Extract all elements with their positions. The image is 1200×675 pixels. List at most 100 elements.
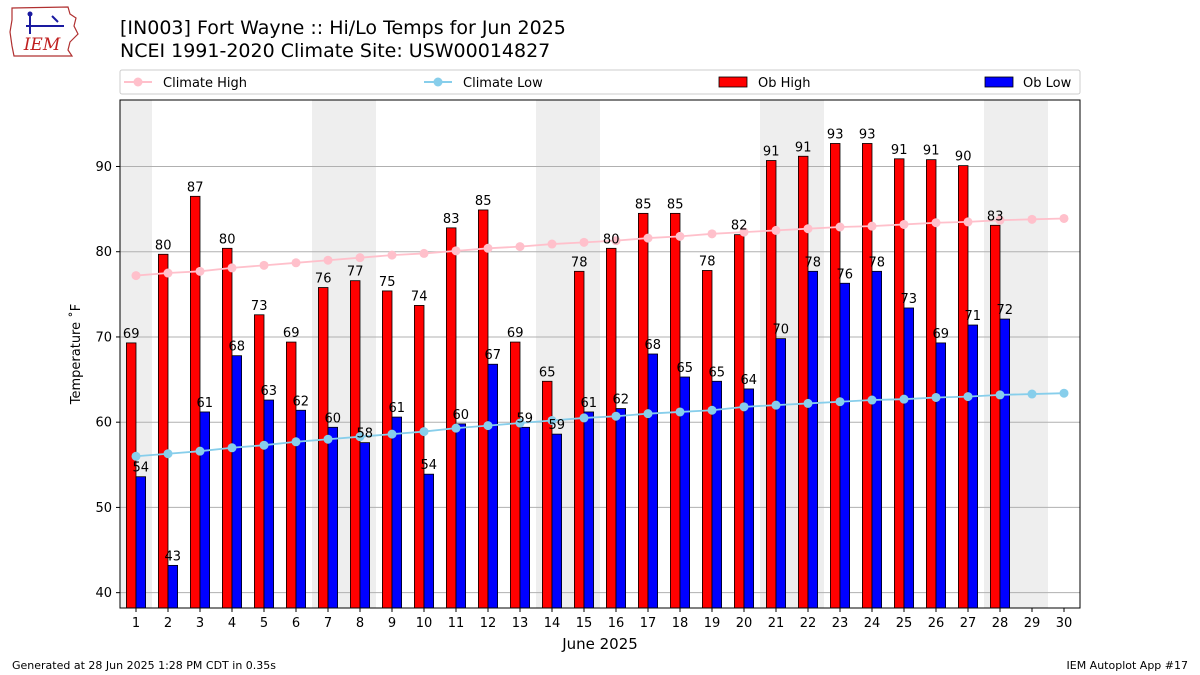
ob-high-value-label: 69 [507,326,524,341]
x-tick-label: 29 [1024,616,1041,631]
climate-low-point [675,407,685,417]
ob-low-value-label: 76 [837,267,854,282]
plot-frame [119,99,1081,609]
climate-low-point [227,443,237,453]
climate-lines [131,213,1069,461]
x-tick-label: 7 [324,616,332,631]
ob-low-bar [551,433,563,609]
ob-low-bar [167,564,179,609]
x-tick-label: 17 [640,616,657,631]
climate-low-point [547,415,557,425]
x-axis: 1 2 3 4 5 6 7 8 9 10 11 12 13 14 15 16 17 18 19 20 21 22 23 24 2… [132,608,1072,631]
ob-high-value-label: 80 [155,238,172,253]
ob-low-value-label: 61 [197,396,214,411]
climate-high-point [803,224,813,234]
x-tick-label: 13 [512,616,529,631]
ob-low-bar [135,476,147,609]
ob-high-value-label: 85 [667,197,684,212]
ob-high-bar [381,290,393,609]
bar-value-labels: 69 80 87 80 73 69 76 77 75 74 83 85 69 65 78 80 85 85 78 82… [123,127,1013,564]
y-gridlines [120,165,1080,594]
ob-low-bar [871,270,883,609]
y-tick-label: 60 [95,416,112,431]
ob-high-value-label: 76 [315,272,332,287]
ob-low-value-label: 43 [165,549,182,564]
climate-low-point [579,413,589,423]
y-axis: 40 50 60 70 80 90 [95,160,120,601]
logo-text: IEM [23,35,61,55]
temperature-bars [126,143,1011,609]
climate-high-point [419,248,429,258]
ob-high-bar [862,143,873,609]
climate-high-point [739,227,749,237]
climate-high-point [643,233,653,243]
ob-high-bar [702,270,713,609]
ob-low-bar [615,408,627,609]
climate-high-point [323,255,333,265]
ob-high-bar [798,155,809,609]
ob-low-value-label: 64 [741,373,758,388]
ob-high-bar [253,314,265,609]
x-tick-label: 15 [576,616,593,631]
climate-low-point [867,395,877,405]
climate-low-point [1059,388,1069,398]
climate-high-point [675,231,685,241]
ob-low-value-label: 68 [229,340,246,355]
ob-high-value-label: 90 [955,150,972,165]
ob-high-value-label: 80 [219,232,236,247]
chart-title: [IN003] Fort Wayne :: Hi/Lo Temps for Ju… [120,17,566,39]
climate-high-point [515,242,525,252]
ob-high-value-label: 74 [411,289,428,304]
ob-high-value-label: 85 [635,197,652,212]
ob-low-value-label: 63 [261,384,278,399]
ob-low-value-label: 61 [389,401,406,416]
climate-high-point [995,215,1005,225]
ob-low-value-label: 58 [357,427,374,442]
climate-high-point [227,263,237,273]
ob-low-bar [199,411,211,609]
y-tick-label: 90 [95,160,112,175]
ob-low-value-label: 54 [421,458,438,473]
ob-low-bar [583,411,595,609]
climate-high-point [131,271,141,281]
ob-high-bar [958,165,969,609]
x-tick-label: 19 [704,616,721,631]
ob-high-value-label: 93 [859,127,876,142]
ob-low-bar [359,442,371,609]
ob-high-bar [830,143,841,609]
ob-low-bar [839,282,851,609]
ob-high-value-label: 78 [571,255,588,270]
ob-low-value-label: 71 [965,309,982,324]
ob-low-bar [487,363,499,609]
ob-high-value-label: 85 [475,194,492,209]
x-tick-label: 4 [228,616,236,631]
x-tick-label: 6 [292,616,300,631]
climate-low-point [451,423,461,433]
chart-subtitle: NCEI 1991-2020 Climate Site: USW00014827 [120,40,551,62]
iem-logo: IEM [9,6,79,57]
y-tick-label: 70 [95,330,112,345]
app-credit: IEM Autoplot App #17 [1066,659,1189,672]
ob-high-bar [317,287,329,609]
ob-high-value-label: 82 [731,219,748,234]
climate-low-point [995,390,1005,400]
x-tick-label: 8 [356,616,364,631]
x-tick-label: 1 [132,616,140,631]
ob-high-value-label: 91 [891,143,908,158]
legend-box [119,69,1081,95]
ob-low-value-label: 62 [293,394,310,409]
x-tick-label: 21 [768,616,785,631]
x-tick-label: 26 [928,616,945,631]
x-tick-label: 27 [960,616,977,631]
climate-high-point [387,250,397,260]
climate-low-point [899,394,909,404]
ob-low-bar [519,426,531,609]
ob-high-value-label: 73 [251,299,268,314]
ob-low-value-label: 72 [997,303,1014,318]
climate-low-point [419,427,429,437]
climate-high-point [547,239,557,249]
ob-high-bar [477,209,489,609]
ob-high-bar [542,380,553,609]
climate-high-point [963,217,973,227]
climate-high-point [931,218,941,228]
